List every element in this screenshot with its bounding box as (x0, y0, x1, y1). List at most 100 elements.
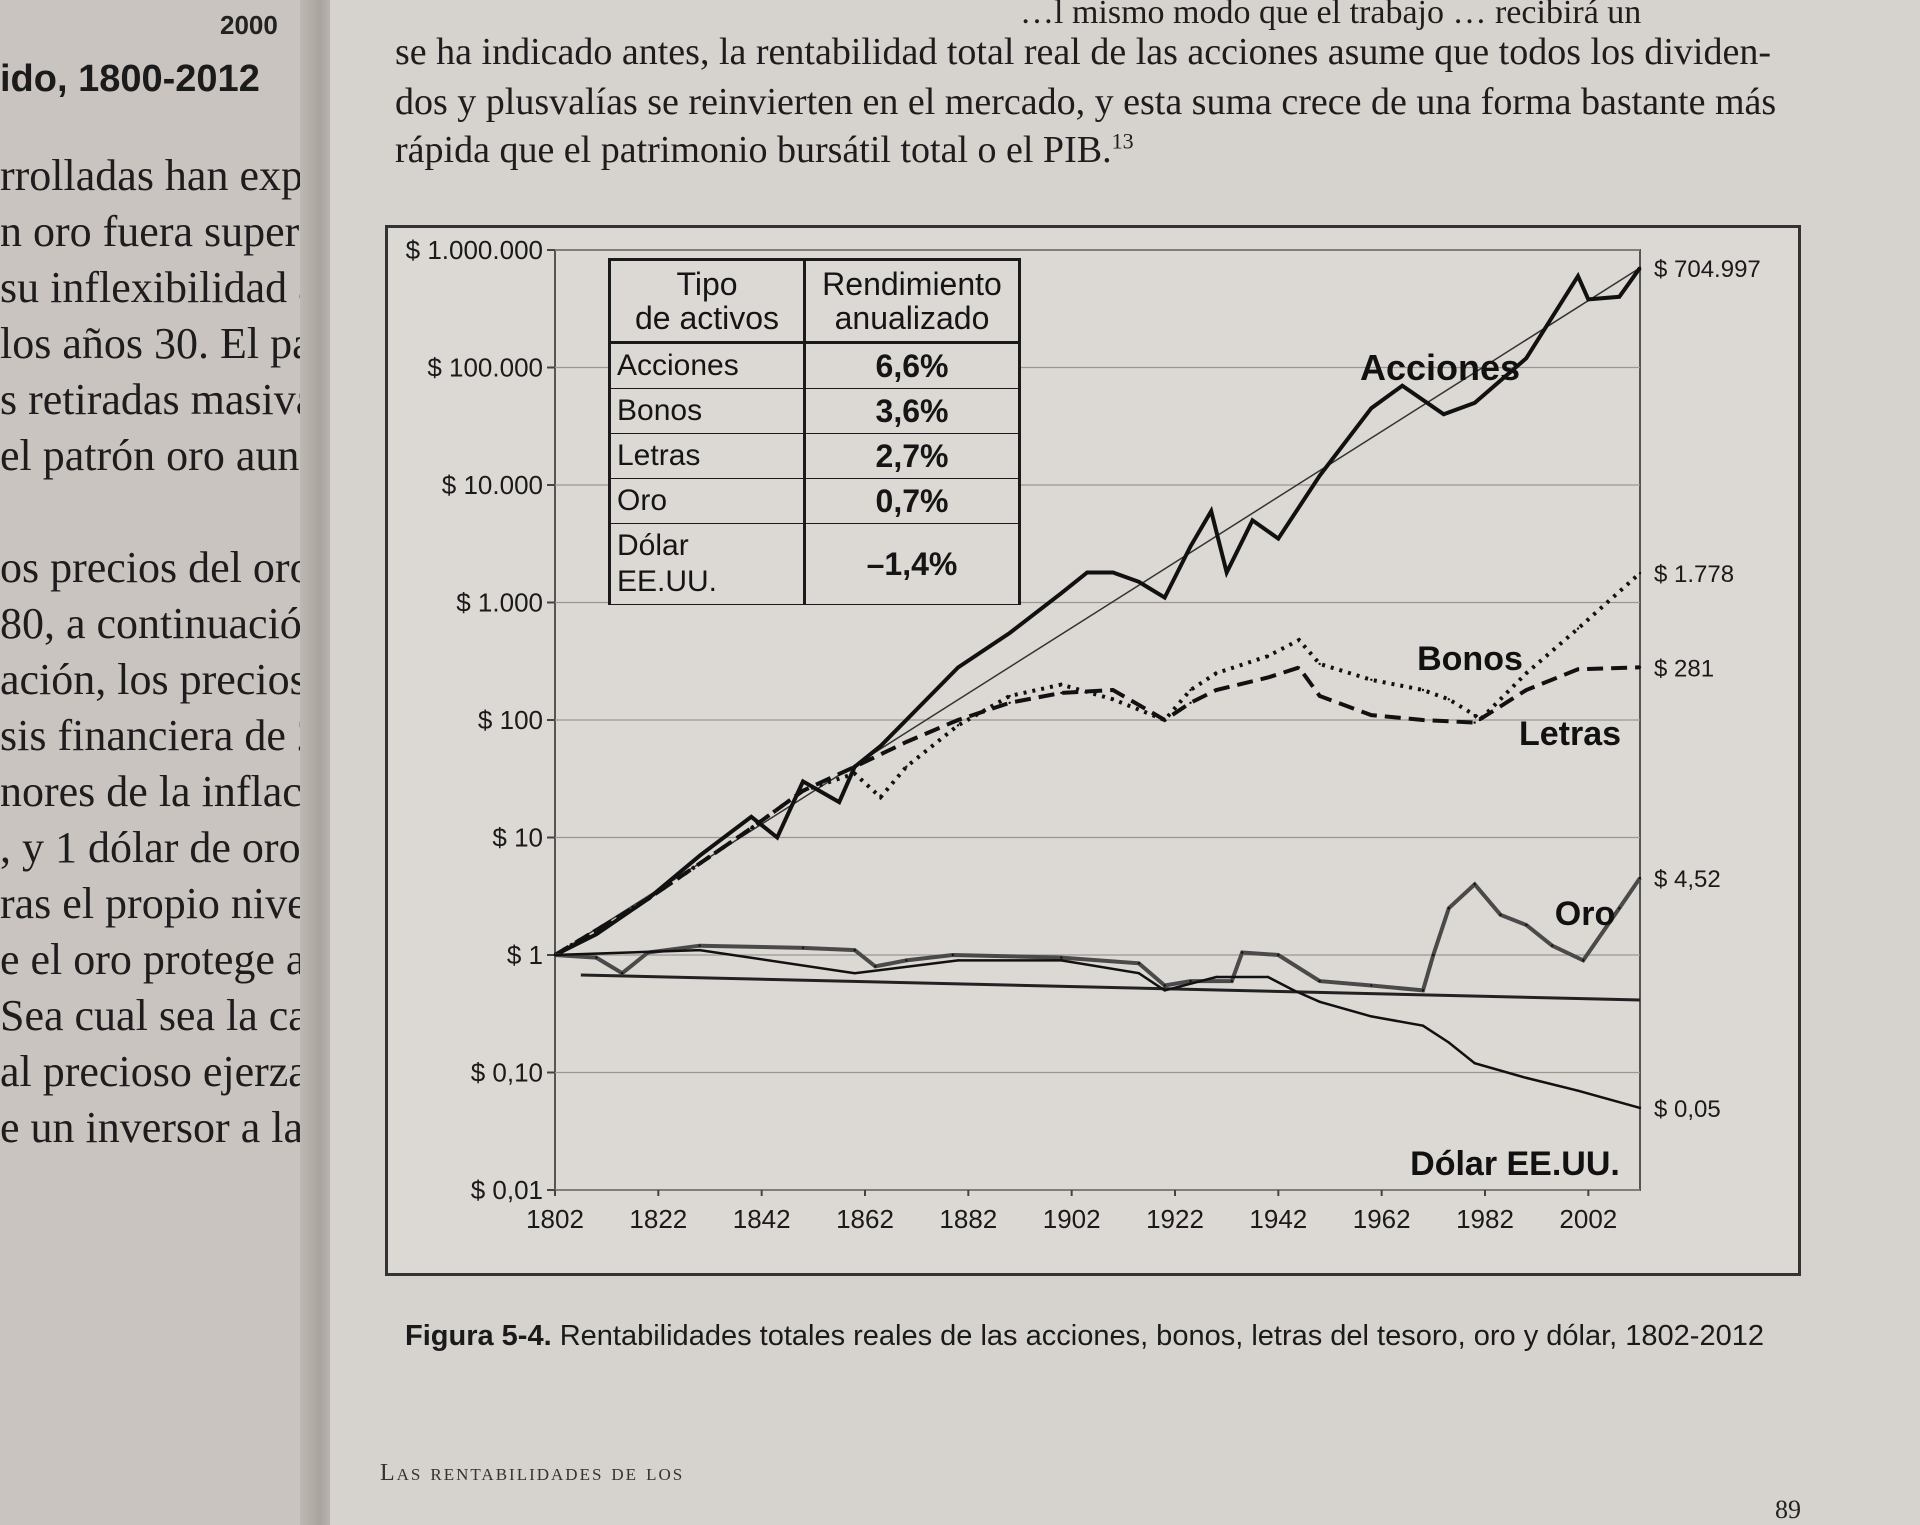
data-point-d-lar-ee-uu- (1163, 989, 1166, 992)
left-page-line: su inflexibilidad ante (0, 263, 320, 312)
x-tick-label: 1902 (1043, 1204, 1101, 1234)
table-row: Oro 0,7% (608, 478, 1021, 524)
data-point-acciones (1473, 401, 1476, 405)
table-cell-return: 6,6% (803, 342, 1021, 389)
paragraph-line-1: se ha indicado antes, la rentabilidad to… (395, 31, 1771, 73)
data-point-acciones (1576, 274, 1580, 278)
paragraph-line-3: rápida que el patrimonio bursátil total … (395, 128, 1134, 172)
x-tick-label: 1862 (836, 1204, 894, 1234)
left-page-line: , y 1 dólar de oro en (0, 823, 320, 872)
figure-caption-text: Rentabilidades totales reales de las acc… (559, 1320, 1764, 1352)
table-row: Bonos 3,6% (608, 388, 1021, 434)
acciones-trend-line (554, 267, 1641, 956)
data-point-oro (1447, 907, 1451, 910)
x-tick-label: 2002 (1559, 1204, 1617, 1234)
data-point-oro (1618, 907, 1621, 910)
series-end-label-bonos: $ 1.778 (1654, 561, 1734, 588)
data-point-oro (905, 959, 908, 962)
data-point-bonos (1370, 678, 1373, 681)
y-tick-label: $ 1.000.000 (406, 235, 543, 265)
running-footer: Las rentabilidades de los (380, 1460, 685, 1486)
series-end-label-oro: $ 4,52 (1654, 866, 1721, 893)
data-point-acciones (956, 666, 960, 669)
table-cell-asset: Bonos (608, 388, 806, 434)
returns-legend-table: Tipo de activos Rendimiento anualizado A… (608, 258, 1021, 605)
data-point-letras (750, 826, 753, 830)
data-point-acciones (595, 933, 598, 936)
data-point-d-lar-ee-uu- (1266, 975, 1270, 979)
y-tick-label: $ 10.000 (442, 470, 543, 500)
series-line-bonos (553, 571, 1642, 957)
left-page-heading: ido, 1800-2012 (0, 58, 260, 100)
data-point-oro (1550, 944, 1554, 947)
data-point-oro (620, 972, 624, 975)
data-point-oro (1318, 979, 1321, 983)
table-cell-return: 3,6% (803, 388, 1021, 434)
data-point-letras (1163, 718, 1166, 722)
y-tick-label: $ 0,10 (471, 1058, 543, 1088)
data-point-oro (853, 948, 856, 952)
data-point-acciones (1525, 356, 1528, 360)
series-label-acciones: Acciones (1360, 347, 1520, 388)
paragraph-line-2: dos y plusvalías se reinvierten en el me… (395, 81, 1777, 123)
data-point-bonos (1111, 698, 1115, 701)
y-tick-label: $ 0,01 (471, 1175, 543, 1205)
data-point-bonos (1638, 571, 1642, 575)
y-tick-label: $ 1 (507, 940, 543, 970)
left-page-line: los años 30. El patrón (0, 319, 320, 368)
left-page-line: Sea cual sea la capaci- (0, 991, 320, 1040)
data-point-d-lar-ee-uu- (1215, 975, 1218, 979)
data-point-d-lar-ee-uu- (1525, 1076, 1528, 1080)
x-tick-label: 1882 (939, 1204, 997, 1234)
data-point-acciones (775, 836, 779, 839)
data-point-acciones (1085, 571, 1089, 574)
data-point-bonos (1525, 672, 1528, 675)
data-point-bonos (1473, 713, 1476, 717)
data-point-acciones (879, 744, 882, 748)
y-tick-label: $ 100 (478, 705, 543, 735)
x-tick-label: 1922 (1146, 1204, 1204, 1234)
data-point-d-lar-ee-uu- (698, 948, 701, 952)
data-point-acciones (1442, 413, 1445, 416)
footnote-ref[interactable]: 13 (1111, 128, 1134, 154)
data-point-letras (1189, 701, 1192, 705)
left-page-year-label: 2000 (220, 10, 278, 40)
figure-caption: Figura 5-4. Rentabilidades totales reale… (405, 1320, 1764, 1353)
left-page-line: nores de la inflación (0, 767, 320, 816)
data-point-acciones (1209, 509, 1213, 513)
left-page-line: el patrón oro aunque (0, 431, 320, 480)
table-cell-asset: Oro (608, 478, 806, 524)
data-point-oro (1370, 984, 1373, 987)
data-point-d-lar-ee-uu- (1421, 1024, 1425, 1027)
data-point-bonos (1060, 683, 1063, 686)
data-point-letras (646, 897, 650, 901)
left-page-line: os precios del oro su- (0, 543, 320, 592)
data-point-d-lar-ee-uu- (1576, 1089, 1580, 1092)
data-point-acciones (1060, 591, 1063, 595)
y-tick-label: $ 1.000 (456, 588, 543, 618)
left-page: 2000 ido, 1800-2012 rrolladas han experi… (0, 0, 320, 1525)
data-point-oro (1163, 984, 1166, 987)
data-point-acciones (1251, 519, 1254, 522)
left-page-line: sis financiera de 2008, (0, 711, 320, 760)
x-tick-label: 1822 (629, 1204, 687, 1234)
data-point-bonos (1266, 654, 1270, 658)
data-point-acciones (905, 718, 908, 722)
data-point-letras (1266, 676, 1270, 679)
y-tick-label: $ 100.000 (427, 353, 543, 383)
series-end-label-letras: $ 281 (1654, 655, 1714, 682)
data-point-d-lar-ee-uu- (1137, 972, 1141, 975)
x-tick-label: 1962 (1353, 1204, 1411, 1234)
data-point-letras (1576, 668, 1580, 671)
data-point-bonos (905, 765, 908, 768)
left-page-line: n oro fuera superior al (0, 207, 320, 256)
data-point-d-lar-ee-uu- (1060, 959, 1063, 962)
page-number: 89 (1775, 1495, 1801, 1524)
table-cell-asset: Acciones (608, 342, 806, 389)
series-label-bonos: Bonos (1417, 640, 1523, 678)
table-cell-return: –1,4% (803, 523, 1021, 605)
left-page-line: e un inversor a largo (0, 1103, 320, 1152)
left-page-line: rrolladas han experi- (0, 151, 320, 200)
data-point-d-lar-ee-uu- (1292, 989, 1296, 992)
table-row: Letras 2,7% (608, 433, 1021, 479)
